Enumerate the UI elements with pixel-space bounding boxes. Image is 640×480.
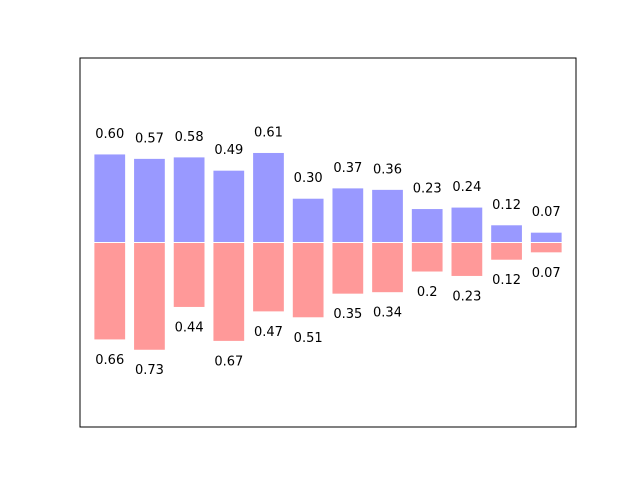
plot-frame — [79, 57, 577, 428]
positive-bar-5 — [291, 197, 325, 243]
negative-bar-2 — [172, 242, 206, 308]
negative-value-label-10: 0.12 — [492, 273, 521, 288]
negative-bar-9 — [450, 242, 484, 277]
negative-value-label-0: 0.66 — [95, 353, 124, 368]
negative-bar-0 — [93, 242, 127, 341]
negative-value-label-1: 0.73 — [135, 363, 164, 378]
negative-bar-3 — [212, 242, 246, 342]
positive-value-label-5: 0.30 — [294, 171, 323, 186]
negative-bar-6 — [331, 242, 365, 295]
negative-value-label-3: 0.67 — [214, 354, 243, 369]
positive-bar-10 — [490, 224, 523, 243]
positive-bar-11 — [529, 231, 563, 243]
negative-value-label-7: 0.34 — [373, 306, 402, 321]
positive-bar-8 — [410, 208, 444, 243]
positive-value-label-7: 0.36 — [373, 162, 402, 177]
positive-bar-4 — [252, 151, 285, 244]
positive-value-label-0: 0.60 — [95, 127, 124, 142]
positive-value-label-1: 0.57 — [135, 131, 164, 146]
positive-bar-3 — [212, 169, 246, 243]
positive-value-label-4: 0.61 — [254, 125, 283, 140]
positive-bar-9 — [450, 206, 484, 244]
positive-bar-7 — [371, 188, 404, 243]
negative-value-label-9: 0.23 — [452, 289, 481, 304]
positive-value-label-3: 0.49 — [214, 143, 243, 158]
negative-value-label-2: 0.44 — [175, 320, 204, 335]
positive-value-label-6: 0.37 — [333, 161, 362, 176]
positive-value-label-8: 0.23 — [413, 182, 442, 197]
positive-bar-6 — [331, 187, 365, 243]
negative-bar-10 — [490, 242, 523, 261]
positive-bar-1 — [133, 157, 166, 243]
negative-bar-8 — [410, 242, 444, 273]
negative-value-label-4: 0.47 — [254, 325, 283, 340]
negative-value-label-11: 0.07 — [532, 266, 561, 281]
positive-value-label-11: 0.07 — [532, 205, 561, 220]
negative-bar-7 — [371, 242, 404, 294]
data-labels: 0.60 0.57 0.58 0.49 0.61 0.30 0.37 0.36 0.23 0.24… — [95, 125, 560, 378]
positive-value-label-10: 0.12 — [492, 198, 521, 213]
negative-bar-4 — [252, 242, 285, 313]
negative-bar-1 — [133, 242, 166, 351]
negative-bar-11 — [529, 242, 563, 254]
positive-bars — [93, 151, 563, 244]
positive-bar-0 — [93, 153, 127, 243]
negative-value-label-8: 0.2 — [417, 285, 438, 300]
negative-value-label-6: 0.35 — [333, 307, 362, 322]
positive-value-label-9: 0.24 — [452, 180, 481, 195]
negative-bars — [93, 242, 563, 351]
positive-value-label-2: 0.58 — [175, 130, 204, 145]
negative-bar-5 — [291, 242, 325, 319]
negative-value-label-5: 0.51 — [294, 331, 323, 346]
positive-bar-2 — [172, 156, 206, 243]
